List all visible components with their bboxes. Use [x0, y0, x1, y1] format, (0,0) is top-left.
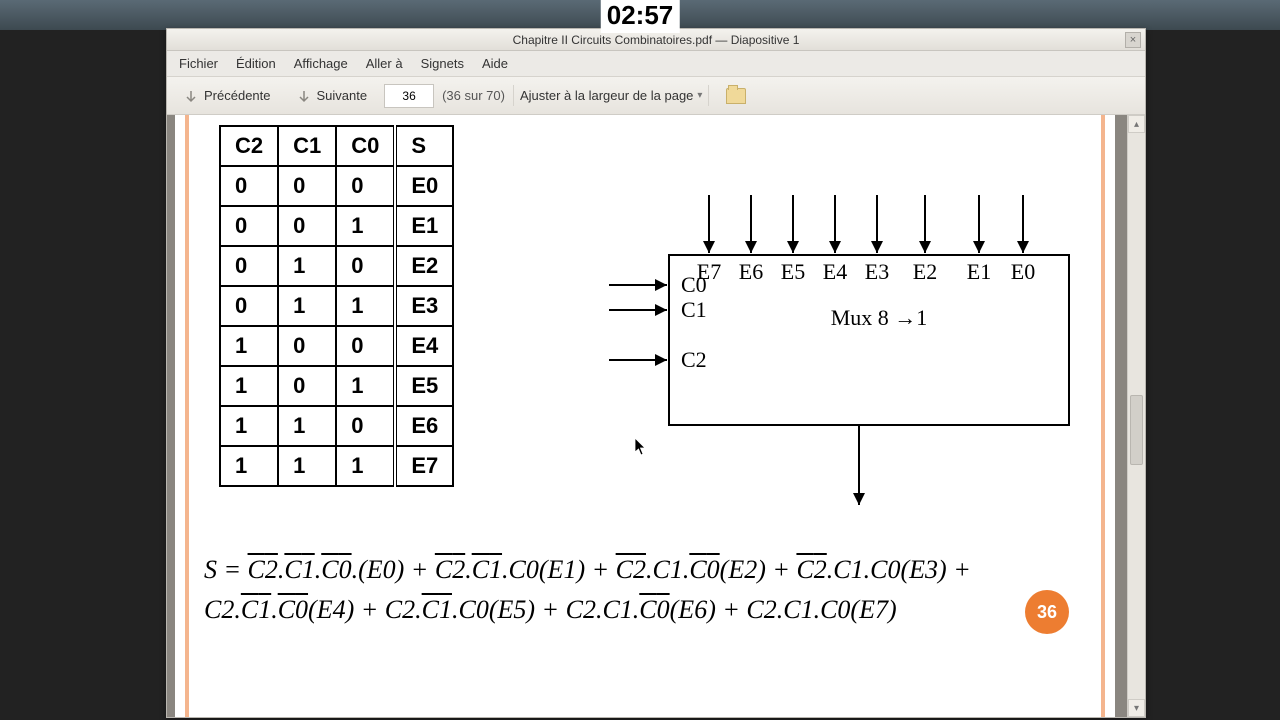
- table-row: 111E7: [220, 446, 453, 486]
- menu-file[interactable]: Fichier: [179, 56, 218, 71]
- close-button[interactable]: ×: [1125, 32, 1141, 48]
- output-equation: S = C2.C1.C0.(E0) + C2.C1.C0(E1) + C2.C1…: [204, 550, 1091, 631]
- slide-number-badge: 36: [1025, 590, 1069, 634]
- menu-goto[interactable]: Aller à: [366, 56, 403, 71]
- col-c1: C1: [278, 126, 336, 166]
- zoom-mode-select[interactable]: Ajuster à la largeur de la page ▾: [513, 85, 709, 106]
- vertical-scrollbar[interactable]: ▴ ▾: [1127, 115, 1145, 717]
- menu-help[interactable]: Aide: [482, 56, 508, 71]
- window-title: Chapitre II Circuits Combinatoires.pdf —…: [513, 33, 800, 47]
- table-row: 100E4: [220, 326, 453, 366]
- mux-diagram: E7E6E5E4E3E2E1E0C0C1C2Mux 8 →1: [609, 175, 1089, 515]
- page-canvas: C2 C1 C0 S 000E0001E1010E2011E3100E4101E…: [175, 115, 1115, 717]
- table-row: 011E3: [220, 286, 453, 326]
- col-s: S: [395, 126, 453, 166]
- svg-text:C1: C1: [681, 297, 707, 322]
- svg-text:E3: E3: [865, 259, 889, 284]
- svg-text:Mux 8 →1: Mux 8 →1: [831, 305, 928, 330]
- col-c0: C0: [336, 126, 395, 166]
- table-header-row: C2 C1 C0 S: [220, 126, 453, 166]
- timer-overlay: 02:57: [601, 0, 680, 33]
- slide-content: C2 C1 C0 S 000E0001E1010E2011E3100E4101E…: [185, 115, 1105, 717]
- table-row: 001E1: [220, 206, 453, 246]
- next-label: Suivante: [317, 88, 368, 103]
- document-viewport: C2 C1 C0 S 000E0001E1010E2011E3100E4101E…: [167, 115, 1145, 717]
- arrow-down-icon: [297, 89, 311, 103]
- svg-text:E1: E1: [967, 259, 991, 284]
- svg-text:C2: C2: [681, 347, 707, 372]
- menu-edit[interactable]: Édition: [236, 56, 276, 71]
- toolbar: Précédente Suivante (36 sur 70) Ajuster …: [167, 77, 1145, 115]
- table-row: 101E5: [220, 366, 453, 406]
- table-row: 110E6: [220, 406, 453, 446]
- folder-icon: [726, 88, 746, 104]
- prev-page-button[interactable]: Précédente: [175, 83, 280, 108]
- page-count-label: (36 sur 70): [442, 88, 505, 103]
- desktop: 02:57 Chapitre II Circuits Combinatoires…: [0, 0, 1280, 720]
- menu-bar: Fichier Édition Affichage Aller à Signet…: [167, 51, 1145, 77]
- svg-text:C0: C0: [681, 272, 707, 297]
- pdf-viewer-window: Chapitre II Circuits Combinatoires.pdf —…: [166, 28, 1146, 718]
- scroll-thumb[interactable]: [1130, 395, 1143, 465]
- chevron-down-icon: ▾: [697, 90, 702, 101]
- scroll-up-button[interactable]: ▴: [1128, 115, 1145, 133]
- next-page-button[interactable]: Suivante: [288, 83, 377, 108]
- menu-bookmarks[interactable]: Signets: [421, 56, 464, 71]
- svg-text:E5: E5: [781, 259, 805, 284]
- prev-label: Précédente: [204, 88, 271, 103]
- scroll-down-button[interactable]: ▾: [1128, 699, 1145, 717]
- zoom-label: Ajuster à la largeur de la page: [520, 88, 693, 103]
- menu-view[interactable]: Affichage: [294, 56, 348, 71]
- arrow-up-icon: [184, 89, 198, 103]
- truth-table: C2 C1 C0 S 000E0001E1010E2011E3100E4101E…: [219, 125, 454, 487]
- table-row: 010E2: [220, 246, 453, 286]
- page-number-input[interactable]: [384, 84, 434, 108]
- svg-text:E0: E0: [1011, 259, 1035, 284]
- svg-text:E2: E2: [913, 259, 937, 284]
- table-row: 000E0: [220, 166, 453, 206]
- col-c2: C2: [220, 126, 278, 166]
- svg-text:E6: E6: [739, 259, 763, 284]
- svg-text:E4: E4: [823, 259, 847, 284]
- open-folder-button[interactable]: [717, 83, 755, 109]
